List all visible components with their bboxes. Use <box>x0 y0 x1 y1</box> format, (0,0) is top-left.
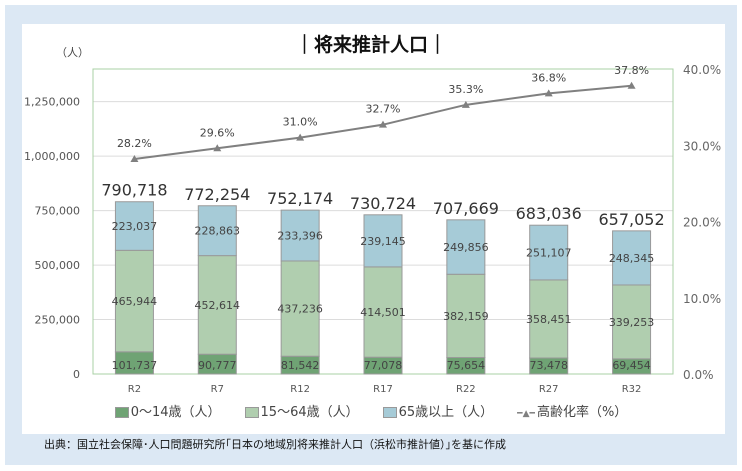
total-label: 772,254 <box>184 185 250 204</box>
x-tick-label: R27 <box>539 384 559 395</box>
bar-segment <box>280 209 320 262</box>
data-label: 339,253 <box>609 316 655 329</box>
legend-label: 65歳以上（人） <box>398 405 494 420</box>
line-marker <box>213 144 222 152</box>
bar-segment <box>529 224 569 281</box>
y2-tick-label: 40.0% <box>683 63 721 77</box>
total-label: 790,718 <box>101 181 167 200</box>
line-marker <box>296 133 305 141</box>
data-label: 437,236 <box>277 303 323 316</box>
legend-swatch <box>382 407 397 418</box>
line-marker <box>379 120 387 128</box>
x-tick-label: R7 <box>211 384 224 395</box>
data-label: 233,396 <box>277 230 323 243</box>
bar-segment <box>114 201 154 251</box>
data-label: 101,737 <box>112 359 158 372</box>
data-label: 81,542 <box>281 359 320 372</box>
bar-segment <box>363 266 403 358</box>
rate-label: 35.3% <box>448 83 483 96</box>
legend-item: ━▲━ 高齢化率（%） <box>517 401 627 420</box>
bar-segment <box>529 279 569 359</box>
legend-item: 15～64歳（人） <box>244 401 359 420</box>
legend: 0～14歳（人） 15～64歳（人） 65歳以上（人） ━▲━ 高齢化率（%） <box>0 401 742 420</box>
y2-tick-label: 30.0% <box>683 139 721 153</box>
bar-segment <box>280 260 320 357</box>
data-label: 75,654 <box>447 359 486 372</box>
bar-segment <box>197 205 237 257</box>
total-label: 730,724 <box>350 194 416 213</box>
bar-segment <box>363 214 403 268</box>
chart-title: ｜将来推計人口｜ <box>294 34 447 56</box>
x-tick-label: R12 <box>290 384 310 395</box>
source-note: 出典：国立社会保障･人口問題研究所｢日本の地域別将来推計人口（浜松市推計値）｣を… <box>44 438 506 451</box>
y-tick-label: 1,250,000 <box>24 96 80 109</box>
data-label: 77,078 <box>364 359 403 372</box>
y2-tick-label: 20.0% <box>683 216 721 230</box>
bar-segment <box>197 255 237 355</box>
data-label: 251,107 <box>526 247 572 260</box>
bar-segment <box>114 249 154 353</box>
data-label: 452,614 <box>195 299 241 312</box>
y-tick-label: 250,000 <box>35 314 81 327</box>
y2-tick-label: 10.0% <box>683 292 721 306</box>
data-label: 248,345 <box>609 252 655 265</box>
line-marker <box>130 154 139 162</box>
rate-label: 28.2% <box>117 137 152 150</box>
rate-label: 29.6% <box>200 126 235 139</box>
legend-line-swatch: ━▲━ <box>517 409 535 419</box>
data-label: 69,454 <box>612 359 651 372</box>
data-label: 223,037 <box>112 220 158 233</box>
rate-label: 32.7% <box>366 103 401 116</box>
legend-item: 65歳以上（人） <box>382 401 494 420</box>
line-marker <box>627 81 636 89</box>
total-label: 707,669 <box>433 199 499 218</box>
rate-label: 37.8% <box>614 64 649 77</box>
bar-segment <box>612 230 652 286</box>
legend-label: 15～64歳（人） <box>260 405 359 420</box>
y2-tick-label: 0.0% <box>683 368 714 382</box>
data-label: 414,501 <box>360 306 406 319</box>
y-tick-label: 0 <box>73 368 80 381</box>
x-tick-label: R2 <box>128 384 141 395</box>
rate-label: 31.0% <box>283 116 318 129</box>
y-tick-label: 1,000,000 <box>24 150 80 163</box>
data-label: 228,863 <box>195 225 241 238</box>
line-marker <box>461 100 470 108</box>
bar-segment <box>612 284 652 360</box>
legend-swatch <box>114 407 129 418</box>
total-label: 657,052 <box>598 210 664 229</box>
legend-label: 高齢化率（%） <box>536 405 628 420</box>
line-marker <box>544 89 553 97</box>
y-axis-unit: （人） <box>56 46 89 59</box>
data-label: 358,451 <box>526 313 572 326</box>
data-label: 382,159 <box>443 310 489 323</box>
legend-label: 0～14歳（人） <box>130 405 221 420</box>
bar-segment <box>446 273 486 359</box>
data-label: 73,478 <box>529 359 568 372</box>
data-label: 465,944 <box>112 295 158 308</box>
rate-label: 36.8% <box>531 71 566 84</box>
y-tick-label: 500,000 <box>35 259 81 272</box>
x-tick-label: R32 <box>622 384 642 395</box>
total-label: 752,174 <box>267 189 333 208</box>
data-label: 239,145 <box>360 235 406 248</box>
x-tick-label: R17 <box>373 384 393 395</box>
data-label: 90,777 <box>198 359 237 372</box>
total-label: 683,036 <box>516 204 582 223</box>
data-label: 249,856 <box>443 241 489 254</box>
legend-item: 0～14歳（人） <box>114 401 221 420</box>
bar-segment <box>446 219 486 275</box>
legend-swatch <box>244 407 259 418</box>
y-tick-label: 750,000 <box>35 205 81 218</box>
x-tick-label: R22 <box>456 384 476 395</box>
